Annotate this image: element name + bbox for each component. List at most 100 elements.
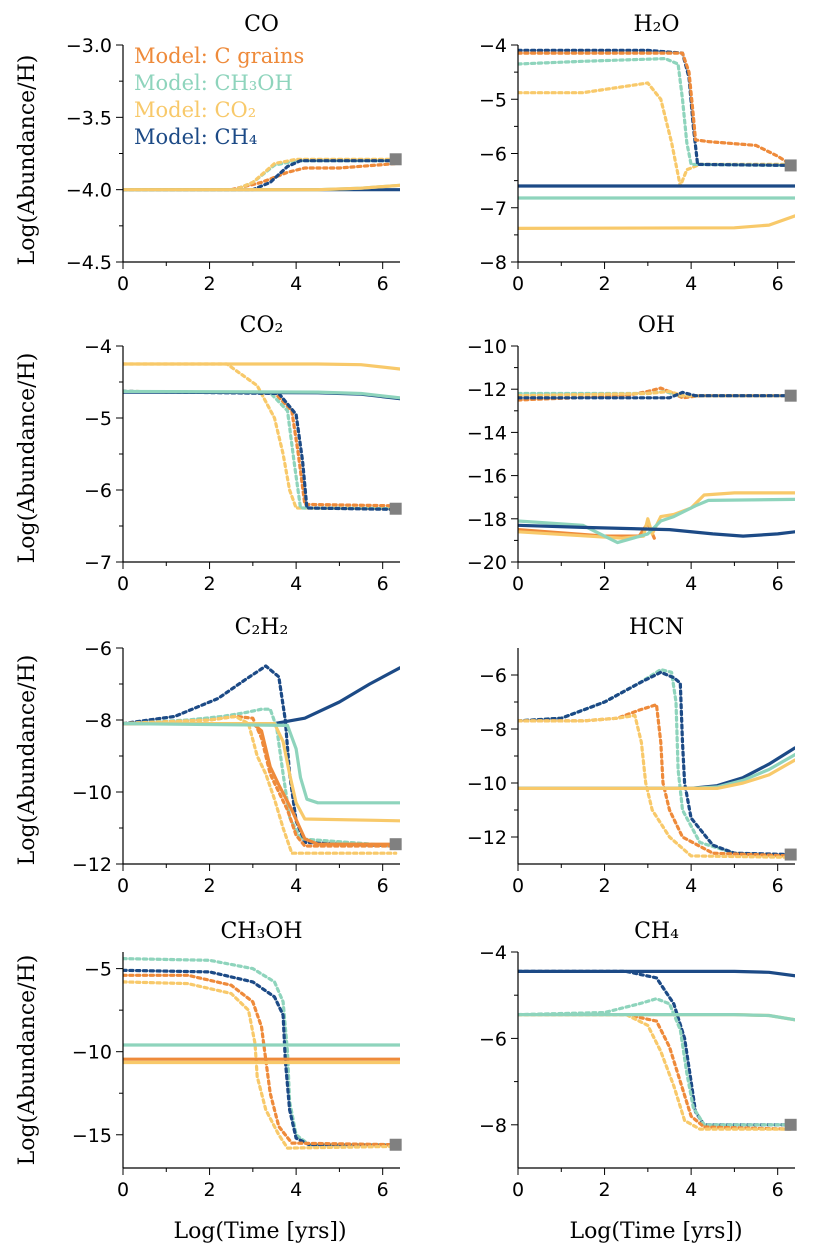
series-group [123, 664, 400, 855]
endpoint-marker [389, 1138, 402, 1151]
y-tick-label: −6 [84, 480, 112, 502]
panel-title: CH₄ [634, 919, 679, 944]
y-tick-label: −10 [467, 336, 507, 358]
series-co2-dotted [518, 1013, 793, 1131]
x-tick-label: 2 [599, 573, 611, 595]
x-tick-label: 2 [204, 875, 216, 897]
series-co2-dotted [518, 81, 793, 188]
y-tick-label: −10 [72, 782, 112, 804]
panel-ch4: 0 2 4 6 −8 −6 −4 CH₄ [479, 919, 797, 1201]
series-ch4-dotted [518, 670, 793, 857]
panel-ch3oh: 0 2 4 6 −15 −10 −5 CH₃OH [72, 919, 402, 1201]
y-tick-label: −4 [479, 35, 507, 57]
y-tick-label: −10 [72, 1042, 112, 1064]
ylabel-row4: Log(Abundance/H) [15, 955, 40, 1166]
series-group [518, 668, 795, 859]
y-tick-label: −10 [467, 773, 507, 795]
series-ch3oh-solid [518, 1013, 795, 1022]
x-tick-label: 2 [204, 1179, 216, 1201]
panel-title: OH [638, 313, 675, 338]
series-co2-dotted [123, 980, 398, 1150]
y-tick-label: −6 [479, 1028, 507, 1050]
y-tick-label: −20 [467, 552, 507, 574]
series-ch3oh-dotted [123, 389, 398, 511]
panel-h2o: 0 2 4 6 −8 −7 −6 −5 −4 H₂O [479, 12, 797, 295]
series-ch4-solid [518, 523, 795, 538]
ylabel-row3: Log(Abundance/H) [15, 655, 40, 866]
series-co2-dotted [123, 714, 398, 855]
series-ch3oh-dotted [518, 57, 793, 167]
panel-c2h2: 0 2 4 6 −12 −10 −8 −6 C₂H₂ [72, 615, 402, 897]
panel-hcn: 0 2 4 6 −12 −10 −8 −6 HCN [467, 615, 797, 897]
series-co2-dotted [123, 157, 398, 192]
panel-co: 0 2 4 6 −4.5 −4.0 −3.5 −3.0 CO [66, 12, 402, 295]
y-tick-label: −14 [467, 422, 507, 444]
x-tick-label: 0 [117, 875, 129, 897]
series-group [123, 157, 400, 192]
endpoint-marker [784, 159, 797, 172]
ylabel-row1: Log(Abundance/H) [15, 55, 40, 266]
y-tick-label: −5 [84, 408, 112, 430]
series-ch3oh-solid [123, 389, 400, 400]
series-co2-solid [123, 722, 400, 823]
x-tick-label: 6 [377, 573, 389, 595]
legend: Model: C grains Model: CH₃OH Model: CO₂ … [134, 44, 304, 149]
panel-title: HCN [629, 615, 684, 640]
panel-title: CH₃OH [220, 919, 302, 944]
x-tick-label: 6 [772, 573, 784, 595]
x-tick-label: 0 [117, 573, 129, 595]
series-c_grains-dotted [518, 1013, 793, 1131]
y-tick-label: −12 [467, 827, 507, 849]
x-tick-label: 0 [117, 1179, 129, 1201]
x-tick-label: 4 [290, 1179, 302, 1201]
y-tick-label: −8 [479, 719, 507, 741]
y-tick-label: −15 [72, 1125, 112, 1147]
x-tick-label: 2 [599, 273, 611, 295]
series-ch4-solid [518, 746, 795, 790]
x-tick-label: 6 [377, 875, 389, 897]
panel-title: C₂H₂ [235, 615, 289, 640]
endpoint-marker [784, 389, 797, 402]
xlabel-right: Log(Time [yrs]) [569, 1219, 742, 1244]
y-tick-label: −3.0 [66, 35, 112, 57]
series-ch4-dotted [123, 968, 398, 1147]
panel-title: CO₂ [240, 313, 284, 338]
series-ch4-dotted [518, 390, 793, 400]
endpoint-marker [389, 838, 402, 851]
series-ch4-dotted [518, 48, 793, 167]
panel-oh: 0 2 4 6 −20 −18 −16 −14 −12 −10 OH [467, 313, 797, 595]
endpoint-marker [784, 1118, 797, 1131]
series-ch4-dotted [123, 159, 398, 192]
y-tick-label: −12 [467, 379, 507, 401]
xlabel-left: Log(Time [yrs]) [173, 1219, 346, 1244]
y-tick-label: −12 [72, 854, 112, 876]
series-co2-solid [518, 214, 795, 230]
legend-entry-ch3oh: Model: CH₃OH [134, 71, 293, 95]
y-tick-label: −6 [479, 144, 507, 166]
y-tick-label: −4.5 [66, 252, 112, 274]
series-co2-solid [518, 758, 795, 790]
x-tick-label: 4 [290, 573, 302, 595]
x-tick-label: 6 [772, 875, 784, 897]
panel-co2: 0 2 4 6 −7 −6 −5 −4 CO₂ [84, 313, 402, 595]
x-tick-label: 0 [512, 875, 524, 897]
legend-entry-ch4: Model: CH₄ [134, 125, 257, 149]
series-c_grains-dotted [518, 51, 793, 166]
y-tick-label: −8 [84, 710, 112, 732]
series-co2-dotted [518, 389, 793, 398]
x-tick-label: 6 [772, 1179, 784, 1201]
x-tick-label: 0 [512, 273, 524, 295]
series-group [123, 957, 400, 1150]
x-tick-label: 2 [599, 1179, 611, 1201]
series-ch4-dotted [518, 969, 793, 1127]
x-tick-label: 0 [512, 1179, 524, 1201]
series-c_grains-dotted [123, 714, 398, 848]
x-tick-label: 4 [685, 573, 697, 595]
endpoint-marker [784, 848, 797, 861]
series-ch3oh-solid [518, 497, 795, 545]
y-tick-label: −5 [84, 959, 112, 981]
y-tick-label: −6 [479, 665, 507, 687]
y-tick-label: −6 [84, 638, 112, 660]
y-tick-label: −3.5 [66, 107, 112, 129]
